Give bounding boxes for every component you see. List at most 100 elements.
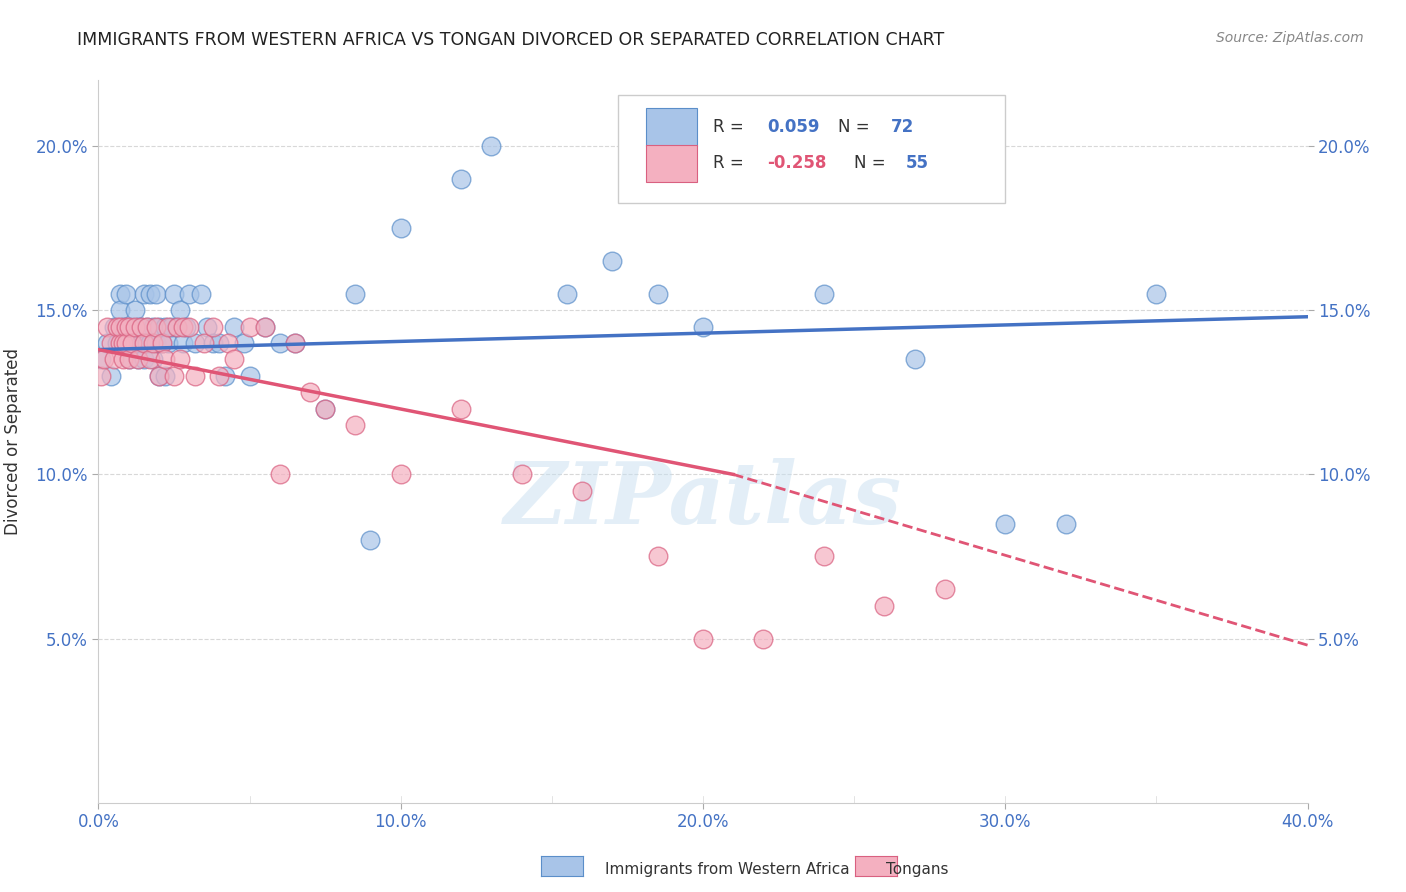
Point [389, 221, 412, 235]
Point [111, 336, 134, 351]
Point [314, 401, 336, 416]
Point [135, 336, 157, 351]
Point [481, 139, 503, 153]
Point [148, 368, 170, 383]
Point [1054, 516, 1077, 531]
Point [450, 171, 472, 186]
Point [647, 549, 669, 564]
Point [150, 336, 173, 351]
Point [360, 533, 382, 547]
Point [153, 319, 176, 334]
Point [111, 319, 134, 334]
Point [166, 319, 188, 334]
Point [108, 319, 131, 334]
Point [284, 336, 307, 351]
Point [163, 368, 186, 383]
Point [121, 319, 143, 334]
Point [108, 286, 131, 301]
Point [114, 336, 136, 351]
Point [127, 352, 149, 367]
Point [389, 467, 412, 482]
Point [139, 336, 162, 351]
Point [269, 336, 291, 351]
Point [150, 336, 173, 351]
Point [169, 303, 191, 318]
Point [132, 352, 155, 367]
Point [124, 336, 146, 351]
Point [121, 336, 143, 351]
Point [239, 319, 262, 334]
Point [121, 336, 143, 351]
Point [284, 336, 307, 351]
Point [160, 319, 183, 334]
Point [232, 336, 254, 351]
Point [118, 352, 141, 367]
Point [153, 368, 176, 383]
Point [179, 286, 201, 301]
Point [179, 319, 201, 334]
Point [169, 352, 191, 367]
Point [156, 319, 179, 334]
Point [202, 319, 225, 334]
Point [344, 418, 367, 433]
Point [108, 336, 131, 351]
Text: Immigrants from Western Africa: Immigrants from Western Africa [605, 863, 849, 877]
Point [253, 319, 276, 334]
Point [135, 319, 157, 334]
Point [132, 336, 155, 351]
Point [90, 368, 112, 383]
Point [184, 368, 207, 383]
Point [114, 319, 136, 334]
Point [239, 368, 262, 383]
Point [142, 319, 165, 334]
Point [118, 336, 141, 351]
Point [103, 319, 125, 334]
Text: Tongans: Tongans [886, 863, 948, 877]
Point [647, 286, 669, 301]
Text: R =: R = [713, 119, 748, 136]
Point [148, 319, 170, 334]
Point [145, 336, 167, 351]
Point [172, 319, 194, 334]
Point [145, 319, 167, 334]
Point [813, 549, 835, 564]
Point [174, 319, 197, 334]
Point [129, 319, 152, 334]
Text: 72: 72 [890, 119, 914, 136]
Point [108, 303, 131, 318]
Point [124, 319, 146, 334]
Point [139, 352, 162, 367]
Point [100, 368, 122, 383]
Point [129, 336, 152, 351]
Point [96, 336, 118, 351]
Point [344, 286, 367, 301]
Point [195, 319, 218, 334]
Point [100, 336, 122, 351]
Point [253, 319, 276, 334]
Point [1144, 286, 1167, 301]
Point [153, 352, 176, 367]
Point [129, 319, 152, 334]
Point [111, 352, 134, 367]
Text: IMMIGRANTS FROM WESTERN AFRICA VS TONGAN DIVORCED OR SEPARATED CORRELATION CHART: IMMIGRANTS FROM WESTERN AFRICA VS TONGAN… [77, 31, 945, 49]
Point [172, 336, 194, 351]
Point [118, 352, 141, 367]
Text: R =: R = [713, 154, 748, 172]
Point [114, 319, 136, 334]
Point [132, 336, 155, 351]
Point [752, 632, 775, 646]
Point [111, 336, 134, 351]
Point [127, 352, 149, 367]
Point [214, 368, 236, 383]
Point [692, 632, 714, 646]
Text: 55: 55 [905, 154, 929, 172]
Point [873, 599, 896, 613]
Point [193, 336, 215, 351]
Text: Source: ZipAtlas.com: Source: ZipAtlas.com [1216, 31, 1364, 45]
Point [184, 336, 207, 351]
Point [217, 336, 239, 351]
Point [224, 352, 246, 367]
Point [450, 401, 472, 416]
Point [124, 303, 146, 318]
Point [163, 286, 186, 301]
